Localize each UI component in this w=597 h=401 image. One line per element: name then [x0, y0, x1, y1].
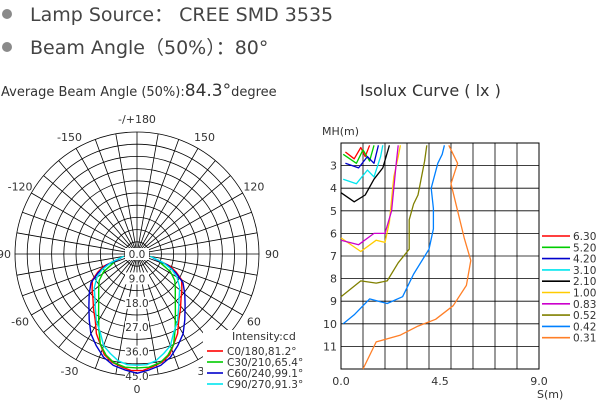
polar-legend-label: C60/240,99.1° — [227, 368, 303, 380]
polar-angle-label: -90 — [0, 248, 11, 261]
isolux-series-line — [345, 145, 371, 160]
bullet-icon — [2, 41, 12, 52]
polar-legend-bg — [203, 330, 311, 392]
isolux-series-line — [342, 145, 384, 185]
polar-angle-label: 0 — [134, 383, 141, 396]
polar-series-line — [97, 261, 177, 369]
isolux-y-tick: 9 — [330, 295, 337, 308]
isolux-series-line — [340, 145, 428, 298]
average-beam-value: 84.3° — [184, 81, 232, 101]
polar-series-line — [93, 255, 181, 366]
polar-radial-label-bg — [125, 370, 149, 382]
polar-radial-label-bg — [125, 272, 149, 285]
isolux-legend-label: 6.30 — [573, 231, 596, 243]
beam-angle-text: Beam Angle（50%）：80° — [30, 37, 269, 59]
polar-radial-label-bg — [125, 296, 149, 309]
polar-angle-label: 120 — [243, 181, 264, 194]
isolux-y-tick: 4 — [330, 182, 337, 195]
lamp-source-spec: Lamp Source： CREE SMD 3535 — [0, 0, 333, 27]
polar-radial-label: 36.0 — [125, 347, 148, 359]
polar-angle-label: -150 — [57, 131, 82, 144]
bullet-icon — [2, 8, 12, 19]
polar-chart: -/+1801501209060300-30-60-90-120-1500.09… — [0, 113, 311, 396]
isolux-legend-label: 4.20 — [573, 254, 596, 266]
polar-radial-label-bg — [125, 321, 149, 334]
polar-angle-label: -30 — [61, 365, 79, 378]
polar-radial-label-bg — [125, 248, 149, 260]
average-beam-unit: degree — [231, 85, 277, 100]
isolux-series-line — [340, 145, 399, 246]
isolux-x-axis-label: S(m) — [537, 388, 563, 401]
polar-legend-label: C0/180,81.2° — [227, 346, 297, 358]
isolux-series-line — [345, 145, 380, 169]
isolux-y-tick: 11 — [323, 340, 337, 353]
isolux-y-tick: 7 — [330, 250, 337, 263]
isolux-y-tick: 8 — [330, 273, 337, 286]
isolux-x-tick: 0.0 — [332, 375, 350, 388]
isolux-legend-label: 0.83 — [573, 299, 596, 311]
polar-legend-title: Intensity:cd — [232, 330, 296, 343]
isolux-legend-label: 5.20 — [573, 242, 596, 254]
polar-angle-label: 90 — [265, 248, 279, 261]
isolux-legend-label: 0.42 — [573, 321, 596, 333]
isolux-x-tick: 9.0 — [530, 375, 548, 388]
polar-radial-label: 45.0 — [125, 371, 148, 383]
average-beam-prefix: Average Beam Angle (50%): — [1, 85, 185, 100]
polar-series-line — [88, 257, 186, 374]
isolux-series-line — [340, 145, 391, 203]
polar-legend-label: C90/270,91.3° — [227, 379, 303, 391]
polar-angle-label: -/+180 — [118, 113, 156, 126]
isolux-x-tick: 4.5 — [431, 375, 449, 388]
polar-angle-label: -60 — [11, 316, 29, 329]
isolux-legend-label: 2.10 — [573, 276, 596, 288]
polar-series-line — [91, 259, 183, 372]
isolux-y-tick: 10 — [323, 318, 337, 331]
isolux-legend-label: 0.52 — [573, 310, 596, 322]
lamp-source-text: Lamp Source： CREE SMD 3535 — [30, 4, 334, 26]
isolux-y-axis-label: MH(m) — [322, 125, 359, 138]
average-beam-angle: Average Beam Angle (50%):84.3°degree — [1, 81, 277, 101]
polar-angle-label: -120 — [8, 181, 33, 194]
isolux-title: Isolux Curve ( lx ) — [360, 81, 501, 100]
polar-radial-label: 27.0 — [125, 322, 148, 334]
isolux-series-line — [342, 145, 375, 164]
isolux-chart: 3 4 5 6 7 8 9 10 11 0.0 4.5 9.0 MH(m) S(m) 6.305.204.2… — [322, 125, 596, 401]
isolux-y-tick: 5 — [330, 205, 337, 218]
polar-angle-label: 150 — [194, 131, 215, 144]
polar-radial-label: 18.0 — [125, 298, 148, 310]
polar-radial-label-bg — [125, 345, 149, 358]
polar-angle-label: 60 — [247, 316, 261, 329]
isolux-y-tick: 3 — [330, 160, 337, 173]
polar-radial-label: 9.0 — [129, 273, 146, 285]
beam-angle-spec: Beam Angle（50%）：80° — [0, 33, 268, 60]
polar-legend-label: C30/210,65.4° — [227, 357, 303, 369]
polar-radial-label: 0.0 — [129, 249, 146, 261]
isolux-series-line — [362, 145, 472, 370]
isolux-series-line — [342, 145, 446, 325]
isolux-legend-label: 0.31 — [573, 333, 596, 345]
isolux-y-tick: 6 — [330, 227, 337, 240]
isolux-legend-label: 1.00 — [573, 288, 596, 300]
isolux-legend-label: 3.10 — [573, 265, 596, 277]
